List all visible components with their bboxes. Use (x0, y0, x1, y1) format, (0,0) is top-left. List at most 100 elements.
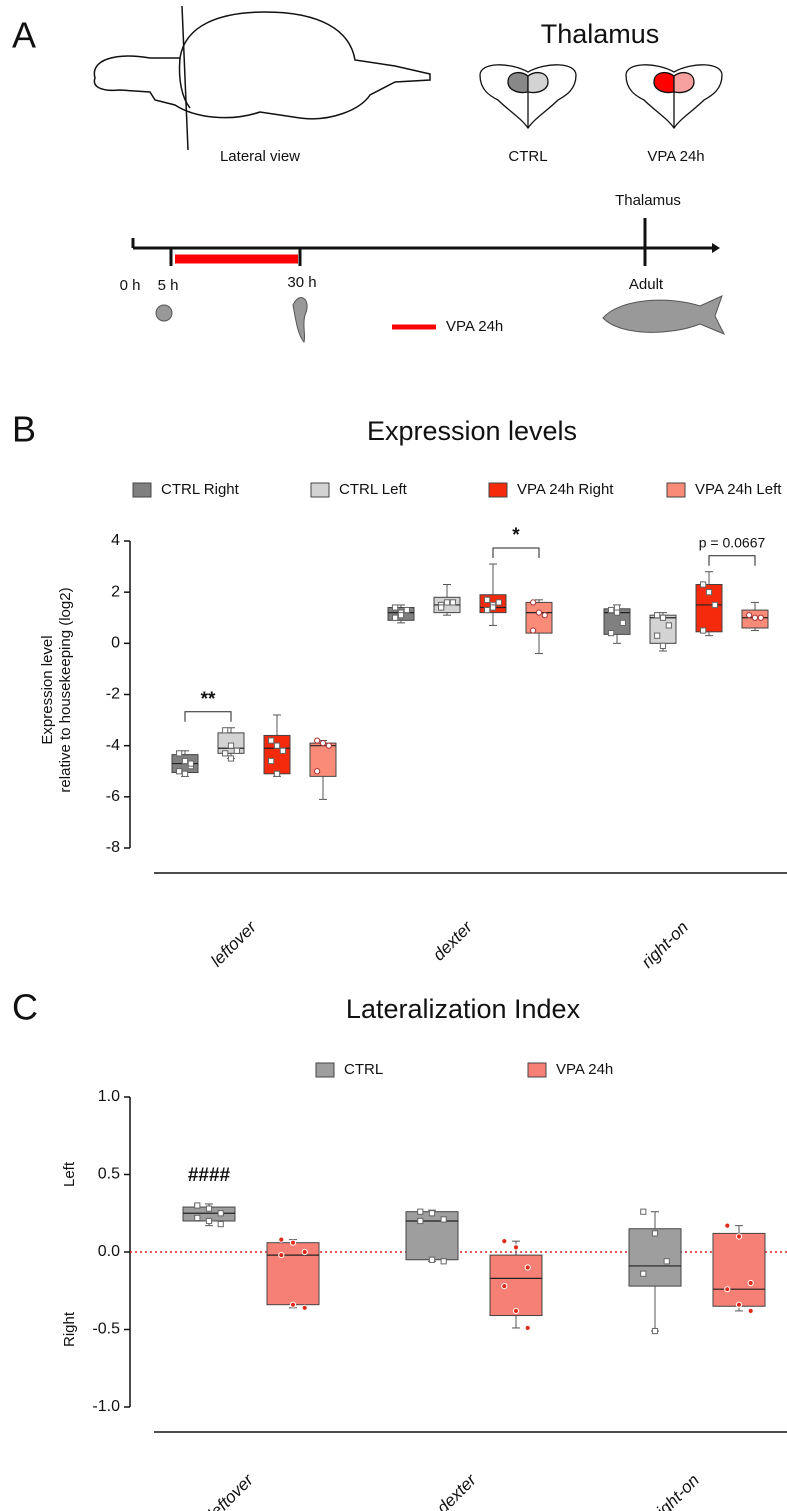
box (712, 1232, 766, 1307)
data-point (613, 609, 621, 616)
box-group (603, 604, 631, 644)
data-point (640, 1270, 647, 1277)
box-group (741, 601, 769, 632)
data-point (535, 609, 543, 616)
y-tick-label: -2 (106, 686, 120, 703)
data-point (501, 1238, 508, 1245)
legend-label: CTRL Right (161, 481, 240, 498)
data-point (524, 1264, 531, 1271)
data-point (663, 1258, 670, 1265)
vpa-label: VPA 24h (647, 148, 704, 165)
data-point (484, 596, 491, 603)
box-group (525, 599, 553, 655)
data-point (278, 1236, 285, 1243)
data-point (512, 1244, 520, 1251)
legend-swatch (488, 482, 508, 498)
thalamus-vpa (625, 64, 723, 130)
data-point (501, 1283, 508, 1290)
legend-swatch (666, 482, 686, 498)
y-tick-label: -0.5 (92, 1321, 120, 1338)
data-point (484, 606, 491, 614)
data-point (314, 737, 321, 744)
data-point (449, 599, 456, 606)
y-tick-label: 2 (111, 583, 120, 600)
y-axis-label: Expression level (39, 635, 56, 744)
box-group (649, 612, 677, 652)
y-tick-label: 1.0 (98, 1088, 120, 1105)
panel-label: A (12, 15, 36, 56)
data-point (724, 1222, 731, 1229)
legend-label: VPA 24h Right (517, 481, 614, 498)
legend-swatch (132, 482, 152, 498)
data-point (301, 1248, 308, 1256)
box-group (171, 750, 199, 777)
data-point (654, 632, 661, 639)
data-point (735, 1233, 743, 1240)
data-point (746, 612, 753, 619)
brain-lateral (93, 5, 431, 151)
data-point (181, 770, 189, 777)
chart-title: Lateralization Index (346, 994, 581, 1024)
data-point (392, 614, 399, 621)
data-point (665, 622, 672, 629)
y-tick-label: 0 (111, 635, 120, 652)
data-point (640, 1208, 647, 1215)
data-point (428, 1256, 436, 1263)
data-point (194, 1202, 201, 1209)
data-point (273, 742, 281, 749)
data-point (222, 750, 229, 757)
data-point (613, 604, 621, 611)
data-point (217, 1210, 224, 1217)
thalamus-ctrl (479, 64, 577, 130)
x-tick-label: dexter (429, 917, 477, 965)
y-tick-label: -8 (106, 839, 120, 856)
data-point (724, 1286, 731, 1293)
y-tick-label: 0.0 (98, 1243, 120, 1260)
data-point (735, 1301, 743, 1308)
x-tick-label: leftover (204, 1470, 258, 1511)
data-point (654, 612, 661, 619)
y-tick-label: 4 (111, 532, 120, 549)
box-group (433, 583, 461, 616)
data-point (608, 630, 615, 637)
data-point (227, 742, 235, 749)
data-point (233, 747, 240, 754)
data-point (205, 1217, 213, 1225)
fish-icons (155, 295, 726, 344)
box-group (489, 1238, 543, 1332)
panel-label: B (12, 409, 36, 450)
data-point (489, 604, 497, 611)
time-label: 0 h (120, 277, 141, 294)
data-point (440, 1216, 447, 1223)
data-point (608, 606, 615, 614)
data-point (700, 627, 707, 634)
data-point (440, 1258, 447, 1265)
box-group (309, 737, 337, 800)
significance-bracket (492, 547, 540, 559)
y-tick-label: -6 (106, 788, 120, 805)
data-point (279, 747, 286, 754)
box-group (182, 1202, 236, 1228)
data-point (530, 599, 537, 606)
data-point (659, 642, 667, 649)
box-group (695, 571, 723, 637)
legend-swatch (527, 1062, 547, 1078)
data-point (512, 1307, 520, 1315)
data-point (176, 768, 183, 775)
box (489, 1254, 543, 1317)
data-point (751, 614, 759, 621)
data-point (705, 589, 713, 596)
data-point (443, 599, 451, 606)
box (695, 583, 723, 633)
data-point (314, 768, 321, 775)
x-tick-label: right-on (649, 1471, 703, 1511)
legend-swatch (315, 1062, 335, 1078)
box-group (405, 1208, 459, 1265)
box-group (628, 1208, 682, 1335)
data-point (495, 599, 502, 606)
data-point (268, 737, 275, 744)
box-group (479, 563, 507, 626)
lateral-view-label: Lateral view (220, 148, 300, 165)
data-point (301, 1304, 308, 1311)
